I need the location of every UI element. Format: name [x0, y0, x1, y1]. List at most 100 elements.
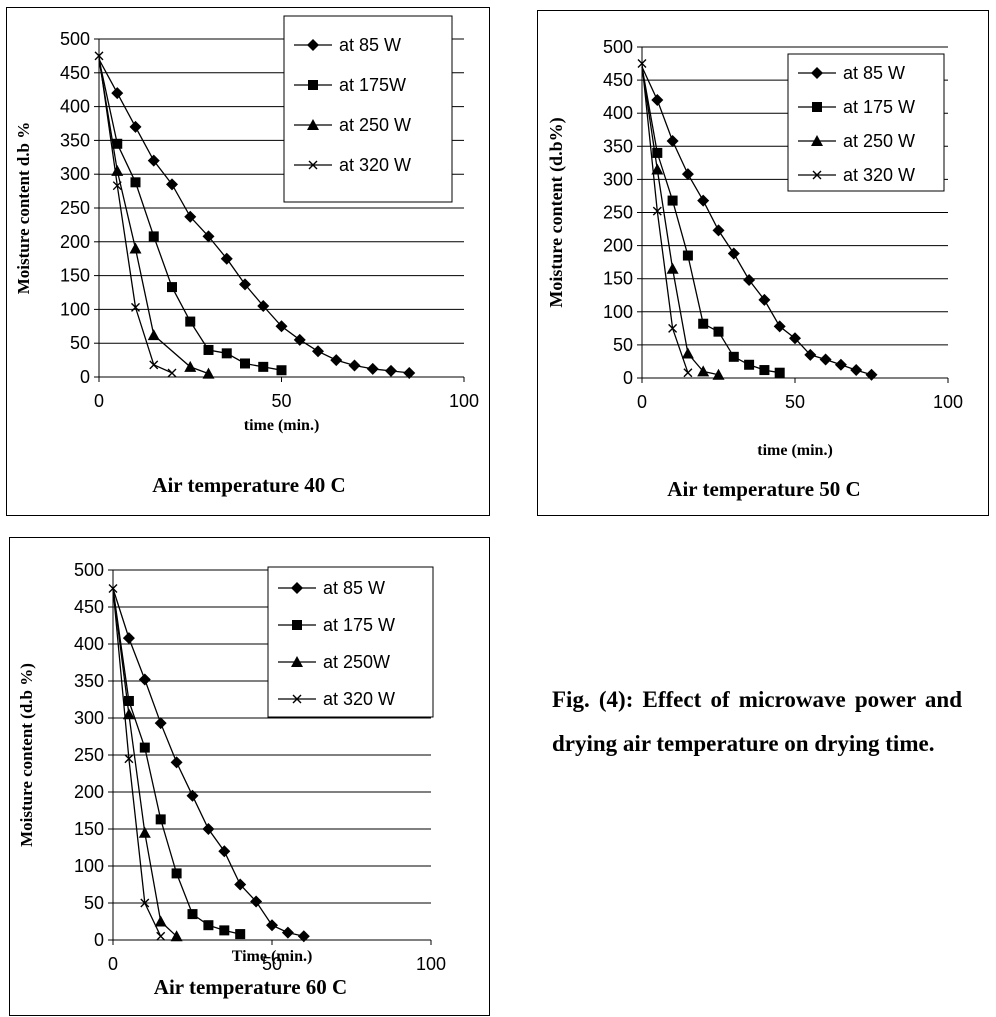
- data-point: [697, 365, 710, 377]
- data-point: [759, 365, 770, 376]
- y-tick-label: 250: [74, 745, 104, 765]
- y-tick-label: 100: [603, 302, 633, 322]
- data-point: [138, 673, 151, 686]
- legend: at 85 W at 175 W at 250 W at 320 W: [787, 53, 945, 192]
- data-point: [123, 695, 134, 706]
- series-at-85-w: [641, 66, 878, 381]
- y-tick-label: 400: [60, 97, 90, 117]
- data-point: [385, 364, 397, 377]
- y-tick-label: 300: [60, 164, 90, 184]
- y-tick-label: 150: [603, 269, 633, 289]
- legend-marker-diamond: [291, 582, 303, 594]
- x-tick-label: 50: [262, 954, 282, 974]
- data-point: [281, 926, 294, 939]
- legend-item-at-85-w: at 85 W: [798, 63, 905, 83]
- data-point: [220, 252, 233, 265]
- data-point: [850, 364, 863, 377]
- data-point: [312, 345, 324, 358]
- x-axis-title: Time (min.): [232, 948, 313, 965]
- chart-60c: 0 50 100 150 200 250 300 350 400 450 500 0 50 100 Time…: [17, 560, 446, 999]
- legend-item-at-175-w: at 175 W: [798, 97, 915, 117]
- x-tick-label: 50: [271, 391, 291, 411]
- data-point: [166, 178, 178, 191]
- data-point: [276, 365, 287, 376]
- y-tick-label: 100: [60, 299, 90, 319]
- y-axis-title: Moisture content d.b %: [14, 122, 33, 295]
- data-point: [184, 210, 197, 223]
- data-point: [773, 320, 786, 333]
- data-point: [185, 316, 196, 327]
- data-point: [713, 326, 724, 337]
- legend-marker-square: [308, 80, 318, 90]
- series-line-at-320-w: [112, 588, 162, 937]
- series-line-at-320-w: [641, 63, 689, 373]
- x-tick-label: 0: [108, 954, 118, 974]
- data-point: [275, 320, 288, 333]
- series-at-175w: [98, 59, 287, 376]
- data-point: [156, 931, 166, 941]
- data-point: [111, 164, 124, 176]
- legend-marker-x: [292, 694, 302, 704]
- data-point: [774, 367, 785, 378]
- data-point: [257, 300, 270, 313]
- data-point: [239, 278, 251, 291]
- data-point: [139, 742, 150, 753]
- y-tick-label: 250: [60, 198, 90, 218]
- data-point: [297, 930, 310, 943]
- data-point: [698, 318, 709, 329]
- y-tick-label: 50: [70, 333, 90, 353]
- y-tick-label: 450: [603, 70, 633, 90]
- data-point: [129, 120, 142, 133]
- data-point: [865, 368, 878, 381]
- data-point: [154, 717, 167, 730]
- data-point: [149, 360, 159, 370]
- series-at-320-w: [108, 584, 166, 941]
- data-point: [258, 361, 269, 372]
- data-point: [148, 231, 159, 242]
- legend-label: at 175W: [339, 75, 406, 95]
- y-tick-label: 400: [74, 634, 104, 654]
- y-axis-title: Moisture content (d.b %): [17, 663, 36, 847]
- data-point: [184, 360, 197, 372]
- legend-label: at 250 W: [339, 115, 411, 135]
- data-point: [697, 194, 710, 207]
- data-point: [219, 925, 230, 936]
- x-tick-label: 0: [94, 391, 104, 411]
- data-point: [167, 368, 177, 378]
- chart-panel-50c: 0 50 100 150 200 250 300 350 400 450 500 0 50 100 time…: [537, 10, 989, 516]
- data-point: [668, 323, 678, 333]
- legend-marker-x: [308, 160, 318, 170]
- legend-item-at-320-w: at 320 W: [294, 155, 411, 175]
- data-point: [681, 347, 694, 359]
- data-point: [666, 135, 679, 148]
- legend-item-at-85-w: at 85 W: [294, 35, 401, 55]
- y-tick-label: 50: [84, 893, 104, 913]
- data-point: [330, 354, 343, 367]
- y-tick-label: 200: [603, 236, 633, 256]
- data-point: [651, 93, 664, 106]
- data-point: [743, 274, 756, 287]
- y-tick-label: 0: [80, 367, 90, 387]
- y-tick-label: 200: [74, 782, 104, 802]
- legend-marker-square: [812, 102, 822, 112]
- legend-marker-diamond: [307, 39, 319, 51]
- data-point: [124, 754, 134, 764]
- data-point: [221, 348, 232, 359]
- data-point: [131, 302, 140, 312]
- series-line-at-85-w: [641, 66, 872, 376]
- x-axis-title: time (min.): [244, 417, 320, 434]
- data-point: [728, 351, 739, 362]
- series-at-85-w: [98, 58, 416, 379]
- y-axis-title: Moisture content (d.b%): [546, 117, 567, 307]
- y-tick-label: 400: [603, 103, 633, 123]
- legend-marker-triangle: [291, 656, 303, 667]
- y-tick-label: 50: [613, 335, 633, 355]
- data-point: [154, 915, 167, 927]
- data-point: [202, 230, 215, 243]
- y-tick-label: 500: [60, 29, 90, 49]
- data-point: [167, 282, 177, 293]
- data-point: [202, 367, 215, 379]
- chart-panel-40c: 0 50 100 150 200 250 300 350 400 450 500 0 50 100 time…: [6, 7, 490, 516]
- legend-label: at 175 W: [843, 97, 915, 117]
- data-point: [108, 584, 118, 593]
